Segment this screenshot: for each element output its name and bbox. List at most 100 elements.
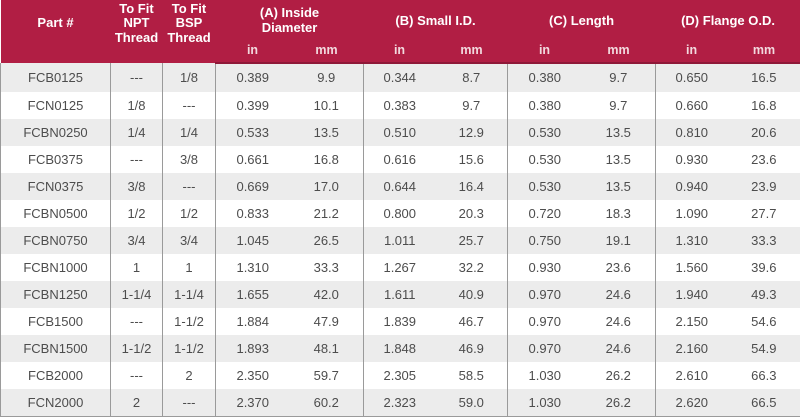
value-cell: 8.7 [435, 63, 509, 92]
value-cell: 0.800 [383, 205, 417, 221]
table-row: FCBN0750 3/4 3/4 1.045 26.5 1.011 25.7 0.750 19.… [0, 226, 800, 254]
value-cell: 0.644 [383, 178, 417, 194]
value-cell: 46.7 [435, 307, 509, 335]
value-cell: 0.530 [528, 151, 562, 167]
value-cell: 0.344 [383, 70, 417, 86]
value-cell: 0.970 [528, 313, 562, 329]
value-cell: 58.5 [435, 361, 509, 389]
value-cell: --- [162, 91, 216, 119]
table-row: FCB1500 --- 1-1/2 1.884 47.9 1.839 46.7 0.970 24… [0, 307, 800, 335]
value-cell: --- [110, 63, 163, 92]
value-cell: 0.930 [528, 259, 562, 275]
value-cell: 42.0 [289, 280, 365, 308]
part-number-cell: FCBN0750 [0, 226, 111, 254]
unit-header-in: in [363, 42, 436, 64]
value-cell: 2.323 [363, 388, 436, 417]
value-cell: 2.160 [675, 340, 709, 356]
part-number-cell: FCB2000 [0, 361, 111, 389]
value-cell: 3/4 [110, 226, 163, 254]
value-cell: 47.9 [289, 307, 365, 335]
value-cell: 18.3 [581, 199, 657, 227]
value-cell: --- [162, 388, 216, 417]
value-cell: 1/8 [110, 91, 163, 119]
unit-header-in: in [215, 42, 290, 64]
value-cell: 3/8 [110, 172, 163, 200]
value-cell: 0.616 [383, 151, 417, 167]
value-cell: 0.660 [675, 97, 709, 113]
value-cell: 15.6 [435, 145, 509, 173]
value-cell: 0.669 [236, 178, 270, 194]
col-header-inside-diameter: (A) Inside Diameter [215, 0, 364, 42]
value-cell: 1.893 [236, 340, 270, 356]
value-cell: 2.350 [236, 367, 270, 383]
value-cell: 16.4 [435, 172, 509, 200]
value-cell: 1.560 [675, 259, 709, 275]
value-cell: 23.6 [727, 145, 800, 173]
value-cell: 33.3 [289, 253, 365, 281]
value-cell: 13.5 [581, 172, 657, 200]
value-cell: 1-1/2 [162, 334, 216, 362]
value-cell: 9.7 [435, 91, 509, 119]
value-cell: 9.9 [289, 63, 365, 92]
part-number-cell: FCN2000 [0, 388, 111, 417]
value-cell: --- [110, 145, 163, 173]
value-cell: 1.848 [383, 340, 417, 356]
header-row-units: in mm in mm in mm in mm [1, 42, 800, 64]
table-row: FCBN1250 1-1/4 1-1/4 1.655 42.0 1.611 40.9 0.97… [0, 280, 800, 308]
part-number-cell: FCBN0250 [0, 118, 111, 146]
value-cell: 66.3 [727, 361, 800, 389]
value-cell: 54.9 [727, 334, 800, 362]
table-row: FCBN1000 1 1 1.310 33.3 1.267 32.2 0.930 23.6 1.5… [0, 253, 800, 281]
value-cell: 46.9 [435, 334, 509, 362]
value-cell: 2 [110, 388, 163, 417]
part-number-cell: FCN0125 [0, 91, 111, 119]
value-cell: 48.1 [289, 334, 365, 362]
value-cell: 0.750 [528, 232, 562, 248]
value-cell: --- [110, 307, 163, 335]
value-cell: 40.9 [435, 280, 509, 308]
value-cell: 1.011 [383, 232, 416, 248]
value-cell: 1-1/2 [110, 334, 163, 362]
value-cell: 1.310 [236, 259, 270, 275]
unit-header-mm: mm [581, 42, 656, 64]
value-cell: 10.1 [289, 91, 365, 119]
part-number-cell: FCN0375 [0, 172, 111, 200]
table-row: FCN0375 3/8 --- 0.669 17.0 0.644 16.4 0.530 13.5… [0, 172, 800, 200]
value-cell: 0.380 [528, 97, 562, 113]
value-cell: 2.620 [655, 388, 728, 417]
table-row: FCBN0250 1/4 1/4 0.533 13.5 0.510 12.9 0.530 13.… [0, 118, 800, 146]
table-row: FCBN0500 1/2 1/2 0.833 21.2 0.800 20.3 0.720 18.… [0, 199, 800, 227]
value-cell: 23.6 [581, 253, 657, 281]
value-cell: 1-1/2 [162, 307, 216, 335]
part-number-cell: FCB0375 [0, 145, 111, 173]
value-cell: 20.3 [435, 199, 509, 227]
value-cell: 1-1/4 [162, 280, 216, 308]
value-cell: 0.530 [528, 178, 562, 194]
value-cell: 1.839 [383, 313, 417, 329]
col-header-bsp-thread: To Fit BSP Thread [162, 0, 216, 63]
value-cell: 9.7 [581, 91, 657, 119]
value-cell: 26.2 [581, 388, 657, 417]
value-cell: 1.310 [675, 232, 709, 248]
value-cell: 0.810 [675, 124, 709, 140]
value-cell: 2 [162, 361, 216, 389]
value-cell: 13.5 [581, 118, 657, 146]
value-cell: 0.389 [236, 70, 270, 86]
table-row: FCB0375 --- 3/8 0.661 16.8 0.616 15.6 0.530 13.5… [0, 145, 800, 173]
value-cell: 2.370 [215, 388, 290, 417]
value-cell: 0.380 [528, 70, 562, 86]
value-cell: 25.7 [435, 226, 509, 254]
table-body: FCB0125 --- 1/8 0.389 9.9 0.344 8.7 0.380 9.7 0.6… [0, 63, 800, 417]
value-cell: 16.8 [289, 145, 365, 173]
value-cell: 1 [110, 253, 163, 281]
value-cell: 13.5 [581, 145, 657, 173]
value-cell: 3/8 [162, 145, 216, 173]
value-cell: 1.940 [675, 286, 709, 302]
part-number-cell: FCB0125 [0, 63, 111, 92]
value-cell: 0.510 [383, 124, 417, 140]
unit-header-mm: mm [435, 42, 508, 64]
value-cell: 33.3 [727, 226, 800, 254]
unit-header-mm: mm [289, 42, 364, 64]
value-cell: 2.305 [383, 367, 417, 383]
